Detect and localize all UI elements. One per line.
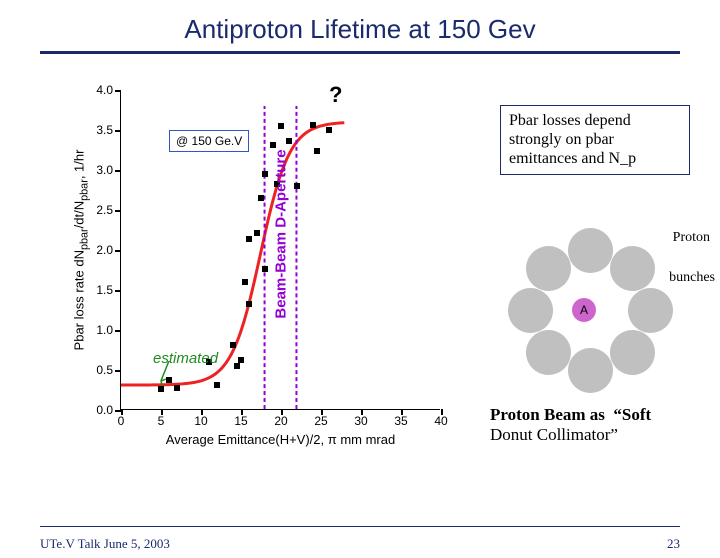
donut-caption: Proton Beam as “Soft Donut Collimator” [490, 405, 690, 446]
y-tick-label: 2.0 [96, 243, 121, 257]
y-tick-label: 4.0 [96, 83, 121, 97]
proton-bunch [568, 348, 613, 393]
y-tick-label: 3.0 [96, 163, 121, 177]
data-point [314, 148, 320, 154]
question-mark: ? [329, 82, 342, 108]
x-tick-label: 25 [314, 409, 327, 428]
data-point [254, 230, 260, 236]
x-tick-label: 35 [394, 409, 407, 428]
beam-aperture-label: Beam-Beam D-Aperture [273, 149, 290, 318]
proton-bunch [610, 246, 655, 291]
x-axis-label: Average Emittance(H+V)/2, π mm mrad [166, 432, 395, 447]
y-tick-label: 0.5 [96, 363, 121, 377]
y-tick-label: 3.5 [96, 123, 121, 137]
x-tick-label: 0 [118, 409, 125, 428]
data-point [286, 138, 292, 144]
note-box: Pbar losses depend strongly on pbar emit… [500, 105, 690, 175]
y-tick-label: 1.0 [96, 323, 121, 337]
data-point [158, 386, 164, 392]
footer-left: UTe.V Talk June 5, 2003 [40, 536, 170, 552]
data-point [326, 127, 332, 133]
data-point [258, 195, 264, 201]
donut-label-proton: Proton [673, 230, 710, 246]
footer: UTe.V Talk June 5, 2003 23 [0, 526, 720, 558]
caption-rest: Donut Collimator” [490, 425, 618, 444]
data-point [234, 363, 240, 369]
data-point [246, 236, 252, 242]
data-point [166, 377, 172, 383]
plot-region: Pbar loss rate dNpbar/dt/Npbar, 1/hr Ave… [120, 90, 440, 410]
data-point [310, 122, 316, 128]
x-tick-label: 20 [274, 409, 287, 428]
y-tick-label: 2.5 [96, 203, 121, 217]
data-point [214, 382, 220, 388]
estimated-label: estimated [153, 350, 218, 367]
data-point [242, 279, 248, 285]
proton-bunch [526, 246, 571, 291]
proton-bunch [508, 288, 553, 333]
antiproton: A [572, 298, 596, 322]
data-point [262, 171, 268, 177]
proton-bunch [628, 288, 673, 333]
donut-label-bunches: bunches [669, 270, 715, 286]
donut-diagram: Proton bunches A [500, 220, 680, 400]
chart-area: Pbar loss rate dNpbar/dt/Npbar, 1/hr Ave… [70, 80, 450, 445]
data-point [270, 142, 276, 148]
page-title: Antiproton Lifetime at 150 Gev [0, 0, 720, 51]
x-tick-label: 40 [434, 409, 447, 428]
footer-line [40, 526, 680, 527]
footer-right: 23 [667, 536, 680, 552]
proton-bunch [610, 330, 655, 375]
data-point [238, 357, 244, 363]
x-tick-label: 10 [194, 409, 207, 428]
x-tick-label: 30 [354, 409, 367, 428]
data-point [278, 123, 284, 129]
y-tick-label: 1.5 [96, 283, 121, 297]
x-tick-label: 15 [234, 409, 247, 428]
title-underline [40, 51, 680, 54]
x-tick-label: 5 [158, 409, 165, 428]
data-point [230, 342, 236, 348]
data-point [246, 301, 252, 307]
data-point [262, 266, 268, 272]
proton-bunch [526, 330, 571, 375]
data-point [294, 183, 300, 189]
annotation-150gev: @ 150 Ge.V [169, 130, 249, 152]
y-axis-label: Pbar loss rate dNpbar/dt/Npbar, 1/hr [72, 149, 91, 350]
data-point [174, 385, 180, 391]
caption-bold: Proton Beam as “Soft [490, 405, 651, 424]
proton-bunch [568, 228, 613, 273]
